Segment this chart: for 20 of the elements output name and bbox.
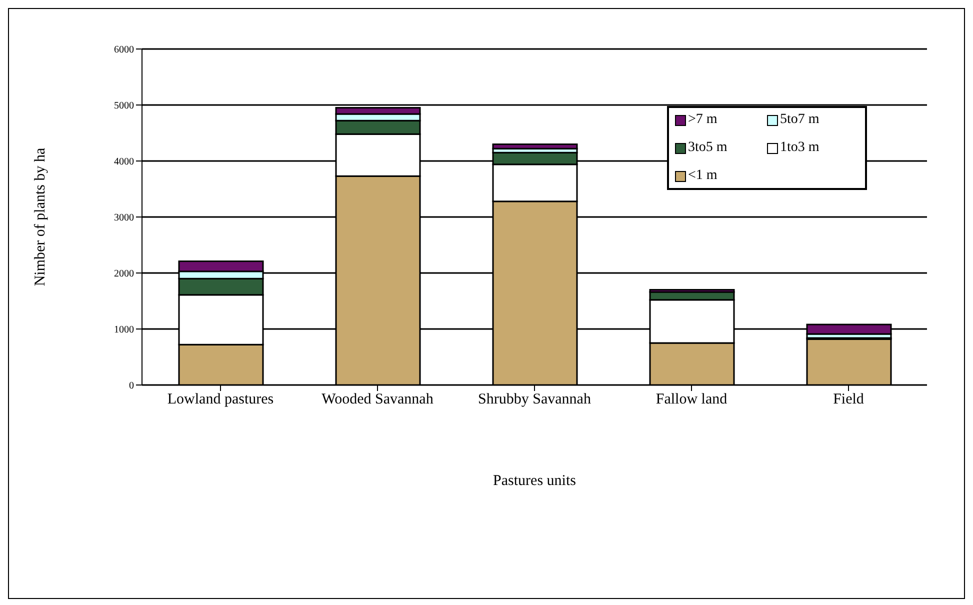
y-tick-label: 2000 [114, 268, 134, 280]
x-tick-label: Lowland pastures [167, 392, 274, 408]
x-tick-label: Field [833, 392, 864, 408]
x-axis-title: Pastures units [493, 473, 576, 489]
x-tick-label: Wooded Savannah [322, 392, 434, 408]
legend-label: 3to5 m [688, 140, 728, 156]
y-tick-label: 3000 [114, 212, 134, 224]
legend-label: <1 m [688, 168, 718, 184]
legend-label: 1to3 m [780, 140, 820, 156]
y-axis-title: Nimber of plants by ha [32, 148, 48, 286]
x-tick-label: Fallow land [656, 392, 728, 408]
y-tick-label: 6000 [114, 44, 134, 56]
bar [492, 143, 578, 150]
y-tick-label: 5000 [114, 100, 134, 112]
legend-label: 5to7 m [780, 112, 820, 128]
y-tick-label: 0 [129, 380, 134, 392]
legend-label: >7 m [688, 112, 718, 128]
y-tick-label: 4000 [114, 156, 134, 168]
x-tick-label: Shrubby Savannah [478, 392, 592, 408]
y-tick-label: 1000 [114, 324, 134, 336]
